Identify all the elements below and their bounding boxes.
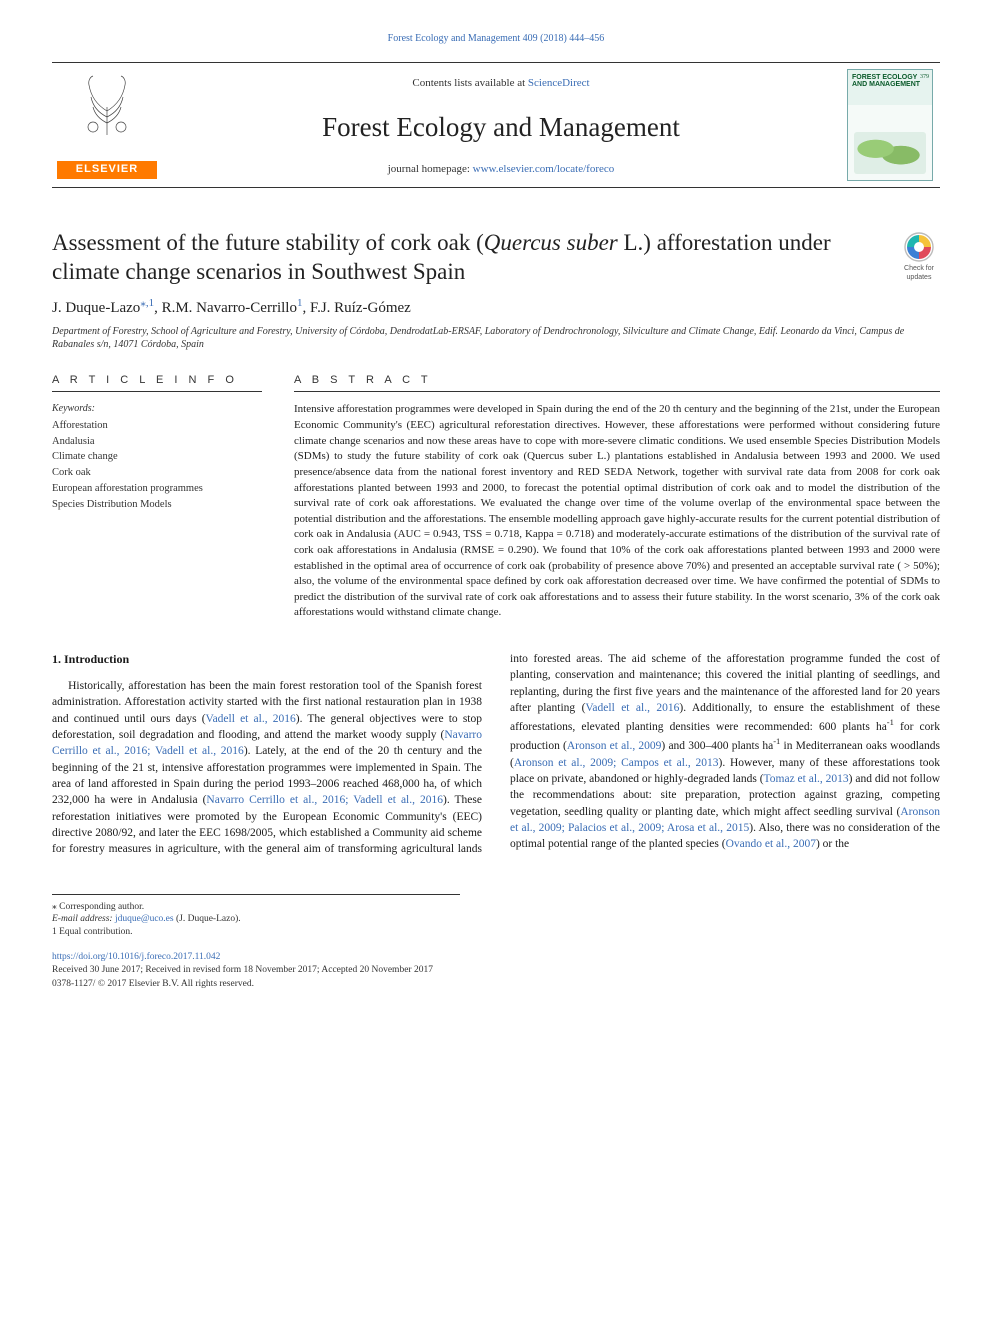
copyright-line: 0378-1127/ © 2017 Elsevier B.V. All righ… [52,978,940,991]
author-3: F.J. Ruíz-Gómez [310,300,411,316]
author-2: R.M. Navarro-Cerrillo [162,300,297,316]
abstract-column: A B S T R A C T Intensive afforestation … [294,373,940,621]
text-run: ) and 300–400 plants ha [661,740,773,752]
homepage-prefix: journal homepage: [388,163,473,175]
abstract-label: A B S T R A C T [294,373,940,393]
article-header: Assessment of the future stability of co… [52,228,940,287]
journal-cover-block: FOREST ECOLOGY AND MANAGEMENT 379 [840,63,940,187]
abstract-text: Intensive afforestation programmes were … [294,402,940,621]
contents-prefix: Contents lists available at [412,77,527,89]
citation-link[interactable]: Tomaz et al., 2013 [764,773,849,785]
corresponding-email-link[interactable]: jduque@uco.es [115,914,174,924]
email-line: E-mail address: jduque@uco.es (J. Duque-… [52,913,460,926]
keyword-item: Andalusia [52,434,262,450]
elsevier-tree-icon [73,71,141,139]
article-dates: Received 30 June 2017; Received in revis… [52,964,940,977]
keyword-item: Cork oak [52,465,262,481]
author-2-marks: 1 [297,297,303,309]
check-updates-label: Check for updates [904,265,934,281]
journal-homepage-link[interactable]: www.elsevier.com/locate/foreco [473,163,615,175]
journal-title: Forest Ecology and Management [168,109,834,145]
author-1: J. Duque-Lazo [52,300,140,316]
keyword-item: Climate change [52,449,262,465]
keyword-item: Afforestation [52,418,262,434]
sciencedirect-link[interactable]: ScienceDirect [528,77,590,89]
journal-homepage-line: journal homepage: www.elsevier.com/locat… [168,162,834,177]
contents-available-line: Contents lists available at ScienceDirec… [168,76,834,91]
keyword-item: Species Distribution Models [52,497,262,513]
publisher-block: ELSEVIER [52,63,162,187]
citation-link[interactable]: Aronson et al., 2009; Campos et al., 201… [514,757,719,769]
affiliation-text: Department of Forestry, School of Agricu… [52,325,940,351]
running-head: Forest Ecology and Management 409 (2018)… [52,32,940,46]
article-info-label: A R T I C L E I N F O [52,373,262,393]
journal-cover-thumbnail: FOREST ECOLOGY AND MANAGEMENT 379 [847,69,933,181]
citation-link[interactable]: Vadell et al., 2016 [585,702,679,714]
citation-link[interactable]: Ovando et al., 2007 [726,838,816,850]
masthead: ELSEVIER Contents lists available at Sci… [52,62,940,188]
text-run: ) or the [816,838,849,850]
article-title: Assessment of the future stability of co… [52,228,940,287]
keywords-header: Keywords: [52,402,262,416]
article-info-abstract-row: A R T I C L E I N F O Keywords: Afforest… [52,373,940,621]
keyword-item: European afforestation programmes [52,481,262,497]
author-1-marks: ⁎,1 [140,297,154,309]
footer-block: https://doi.org/10.1016/j.foreco.2017.11… [52,951,940,991]
footnotes-block: ⁎ Corresponding author. E-mail address: … [52,894,460,939]
superscript: -1 [887,717,894,727]
article-body: 1. Introduction Historically, afforestat… [52,651,940,858]
email-person: (J. Duque-Lazo). [174,914,241,924]
citation-link[interactable]: Navarro Cerrillo et al., 2016; Vadell et… [206,794,443,806]
title-species-name: Quercus suber [484,230,618,255]
corresponding-author-note: ⁎ Corresponding author. [52,901,460,914]
cover-issue-number: 379 [920,73,929,81]
crossmark-icon [904,232,934,262]
doi-link[interactable]: https://doi.org/10.1016/j.foreco.2017.11… [52,952,220,962]
check-for-updates-badge[interactable]: Check for updates [898,232,940,283]
authors-line: J. Duque-Lazo⁎,1, R.M. Navarro-Cerrillo1… [52,296,940,318]
keywords-list: Afforestation Andalusia Climate change C… [52,418,262,513]
introduction-heading: 1. Introduction [52,651,482,668]
elsevier-wordmark: ELSEVIER [57,161,157,179]
citation-link[interactable]: Vadell et al., 2016 [206,713,296,725]
article-info-column: A R T I C L E I N F O Keywords: Afforest… [52,373,262,621]
masthead-center: Contents lists available at ScienceDirec… [162,63,840,187]
title-part-1: Assessment of the future stability of co… [52,230,484,255]
intro-paragraph-1: Historically, afforestation has been the… [52,651,940,858]
cover-graphic-icon [854,132,926,174]
equal-contribution-note: 1 Equal contribution. [52,926,460,939]
email-label: E-mail address: [52,914,115,924]
citation-link[interactable]: Aronson et al., 2009 [567,740,662,752]
